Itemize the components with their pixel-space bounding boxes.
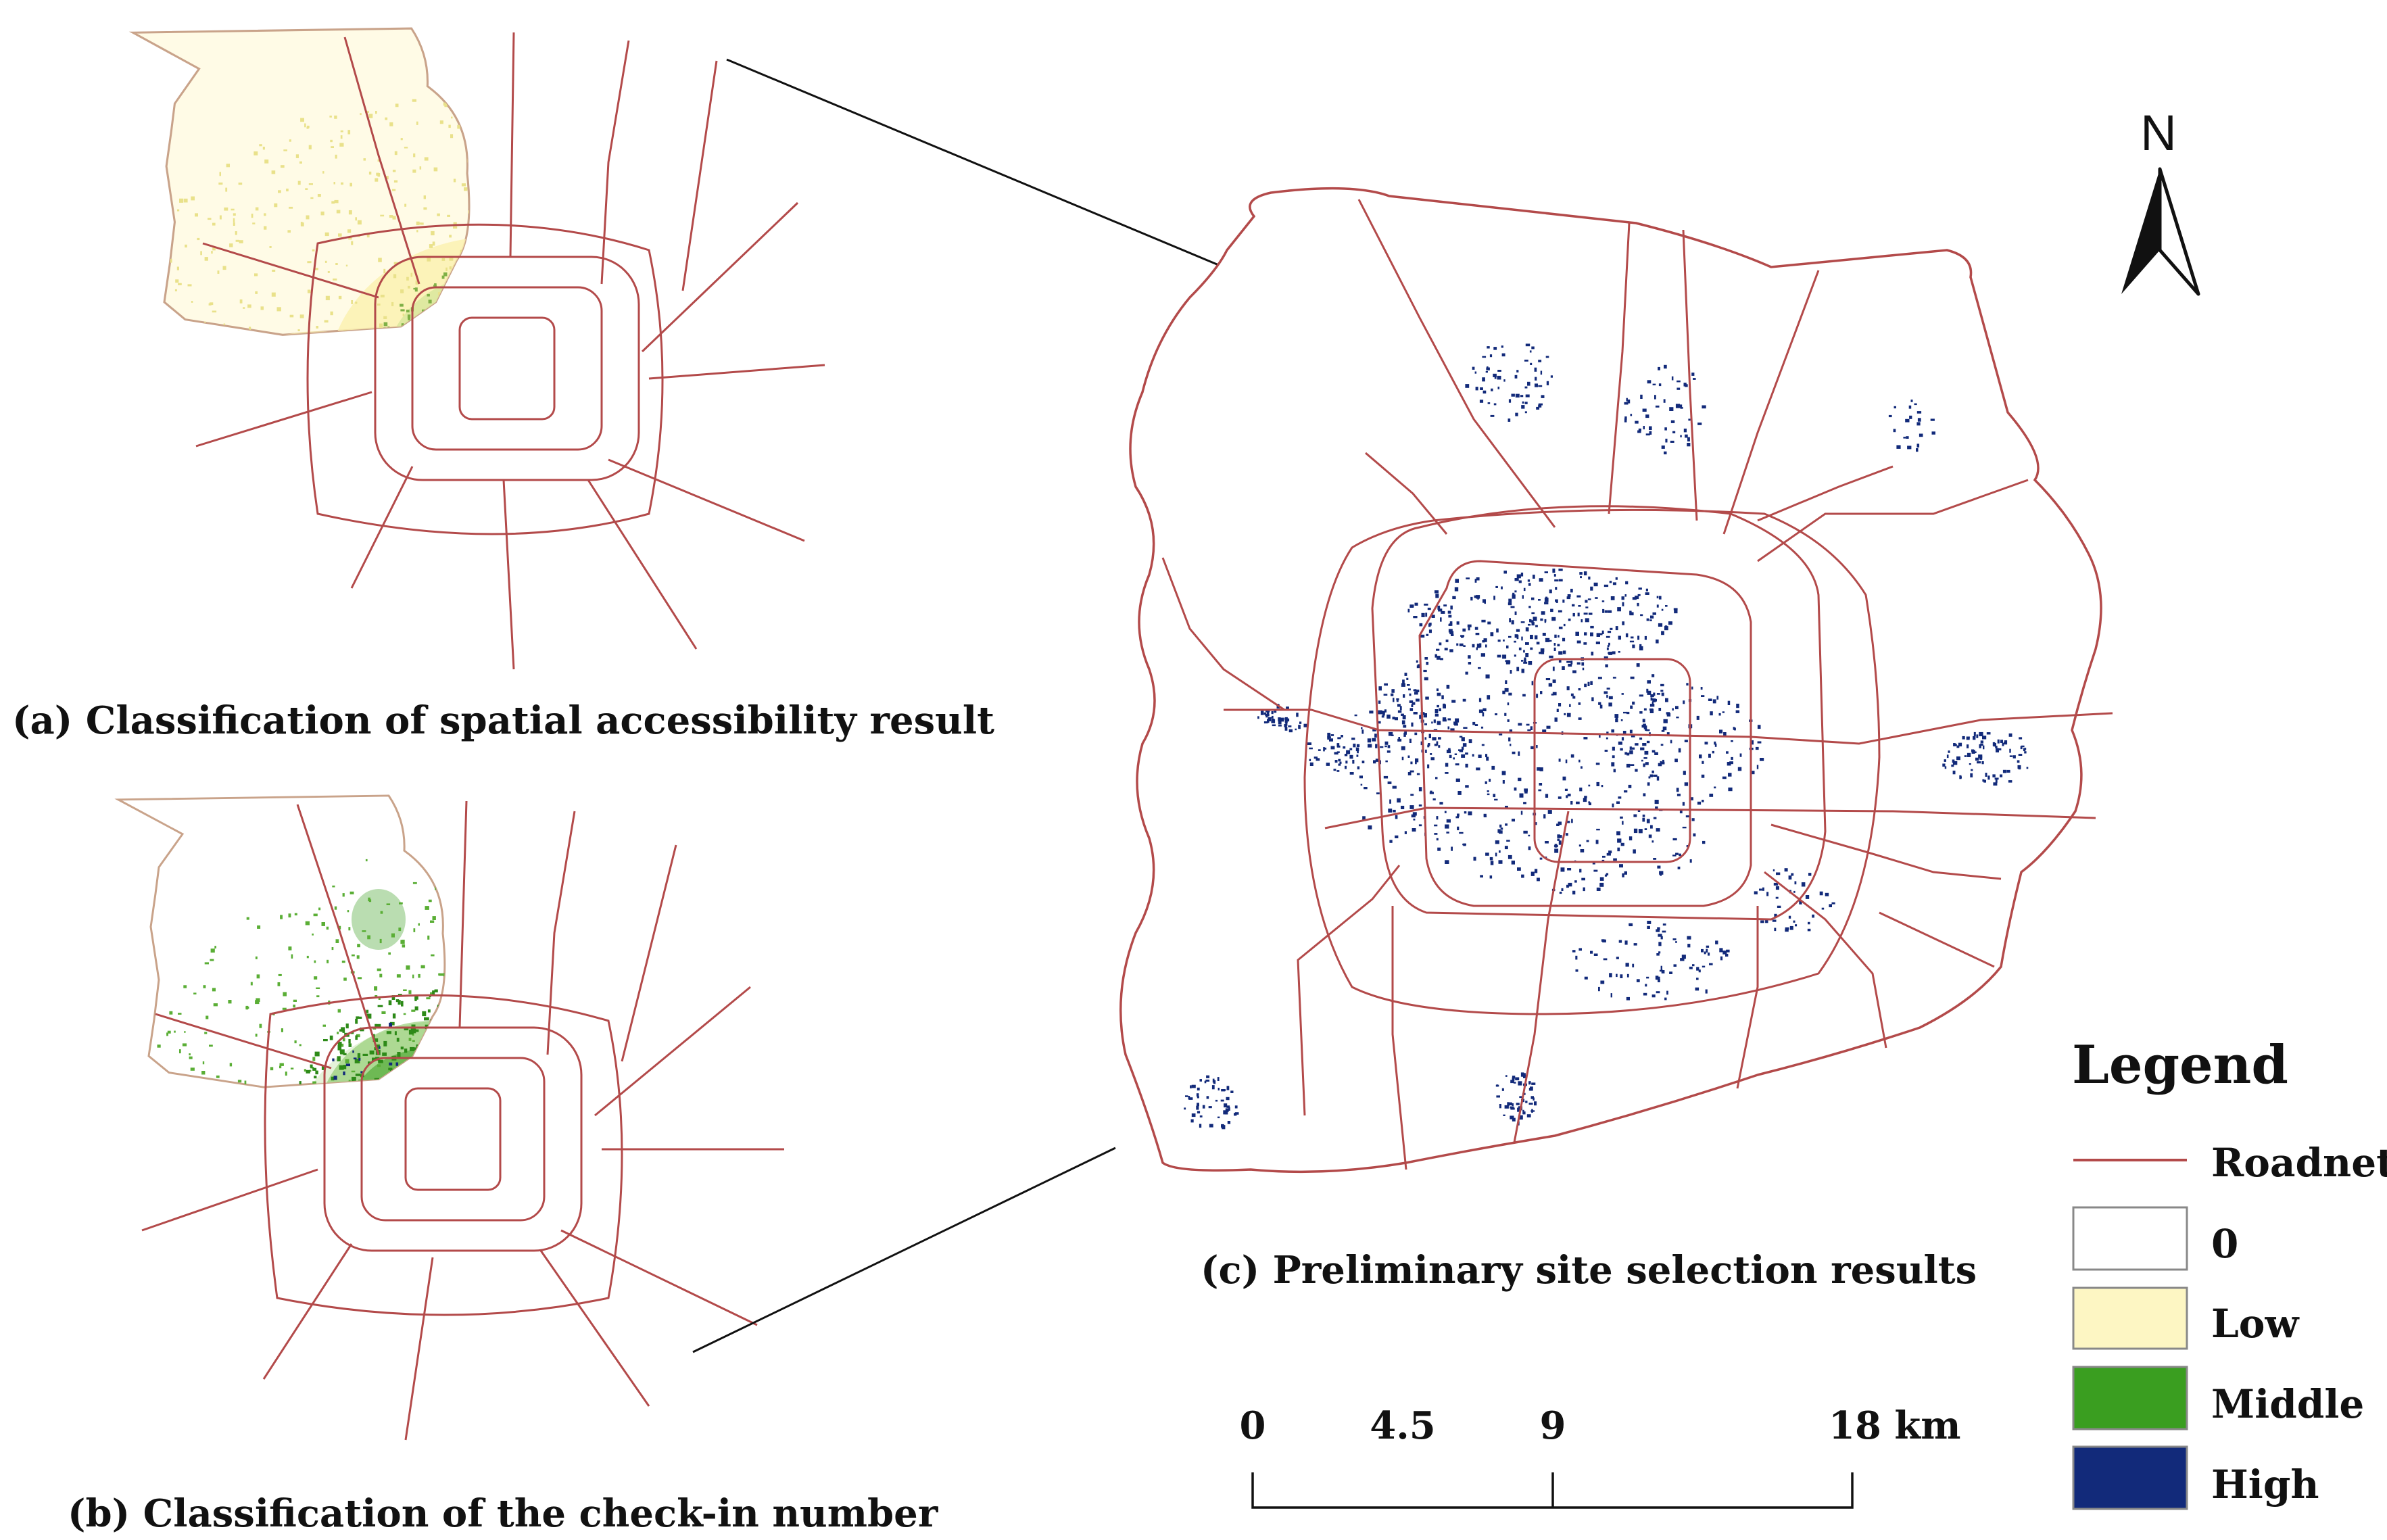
north-arrow-icon [2121, 167, 2200, 296]
panel-b-roads [141, 800, 784, 1441]
legend: Legend Roadnet 0 Low Middle High [2072, 1034, 2387, 1510]
accessibility-raster [137, 99, 469, 335]
legend-label-low: Low [2211, 1301, 2300, 1347]
scale-tick-1: 4.5 [1370, 1403, 1435, 1448]
north-arrow-label: N [2140, 105, 2176, 161]
legend-label-high: High [2211, 1462, 2319, 1508]
scale-bar: 0 4.5 9 18 km [1240, 1403, 1960, 1509]
caption-panel-b: (b) Classification of the check-in numbe… [68, 1491, 939, 1536]
panel-c-roads [1161, 199, 2113, 1170]
legend-label-middle: Middle [2211, 1381, 2364, 1427]
legend-swatch-middle [2072, 1366, 2188, 1430]
legend-label-roadnet: Roadnet [2211, 1140, 2387, 1186]
legend-swatch-zero [2072, 1206, 2188, 1271]
caption-panel-c: (c) Preliminary site selection results [1201, 1248, 1977, 1293]
connector-line-b [692, 1147, 1116, 1353]
legend-label-zero: 0 [2211, 1221, 2238, 1267]
scale-tick-2: 9 [1540, 1403, 1566, 1448]
scale-tick-3: 18 km [1829, 1403, 1960, 1448]
connector-line-a [726, 58, 1221, 267]
map-panel-a [132, 27, 825, 670]
panel-a-roads [195, 32, 825, 670]
map-panel-c [1119, 187, 2113, 1174]
scale-tick-0: 0 [1240, 1403, 1266, 1448]
map-panel-b [117, 794, 784, 1441]
legend-swatch-high [2072, 1445, 2188, 1510]
legend-swatch-low [2072, 1286, 2188, 1350]
caption-panel-a: (a) Classification of spatial accessibil… [12, 698, 994, 743]
legend-title: Legend [2072, 1034, 2288, 1096]
north-arrow: N [2121, 105, 2200, 296]
panel-c-boundary [1119, 187, 2102, 1174]
